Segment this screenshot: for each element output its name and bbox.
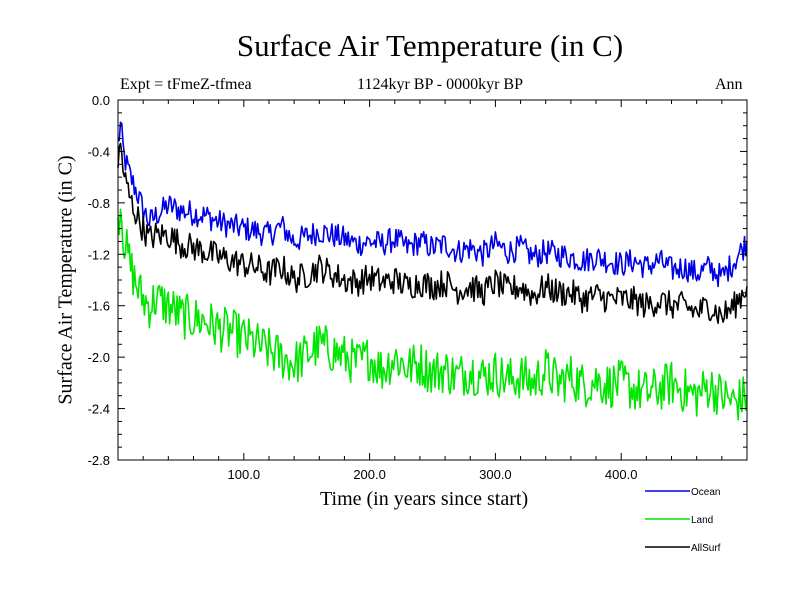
x-axis-label: Time (in years since start) xyxy=(320,488,529,510)
series-line-land xyxy=(117,208,748,421)
y-tick-label: -2.4 xyxy=(88,402,110,417)
experiment-label: Expt = tFmeZ-tfmea xyxy=(120,76,252,93)
x-tick-label: 100.0 xyxy=(228,467,261,482)
y-tick-label: -1.6 xyxy=(88,299,110,314)
x-tick-label: 300.0 xyxy=(479,467,512,482)
series-layer xyxy=(117,121,748,421)
legend: Ocean Land AllSurf xyxy=(645,487,721,554)
y-tick-label: -0.8 xyxy=(88,196,110,211)
legend-label-land: Land xyxy=(691,515,713,526)
period-label: Ann xyxy=(715,76,743,93)
series-line-allsurf xyxy=(117,142,748,324)
x-tick-label: 200.0 xyxy=(353,467,386,482)
y-tick-label: 0.0 xyxy=(92,93,110,108)
plot-frame xyxy=(117,99,748,461)
chart-subtitle: 1124kyr BP - 0000kyr BP xyxy=(357,76,523,93)
chart-title: Surface Air Temperature (in C) xyxy=(236,28,624,63)
legend-label-ocean: Ocean xyxy=(691,487,720,498)
y-tick-label: -0.4 xyxy=(88,144,110,159)
y-tick-label: -2.8 xyxy=(88,453,110,468)
legend-label-allsurf: AllSurf xyxy=(691,543,721,554)
series-line-ocean xyxy=(117,121,748,288)
y-tick-label: -1.2 xyxy=(88,247,110,262)
x-tick-label: 400.0 xyxy=(605,467,638,482)
tick-layer: 100.0 200.0 300.0 400.0 0.0 -0.4 -0.8 -1.2 -1.6 -… xyxy=(88,93,747,482)
y-tick-label: -2.0 xyxy=(88,350,110,365)
